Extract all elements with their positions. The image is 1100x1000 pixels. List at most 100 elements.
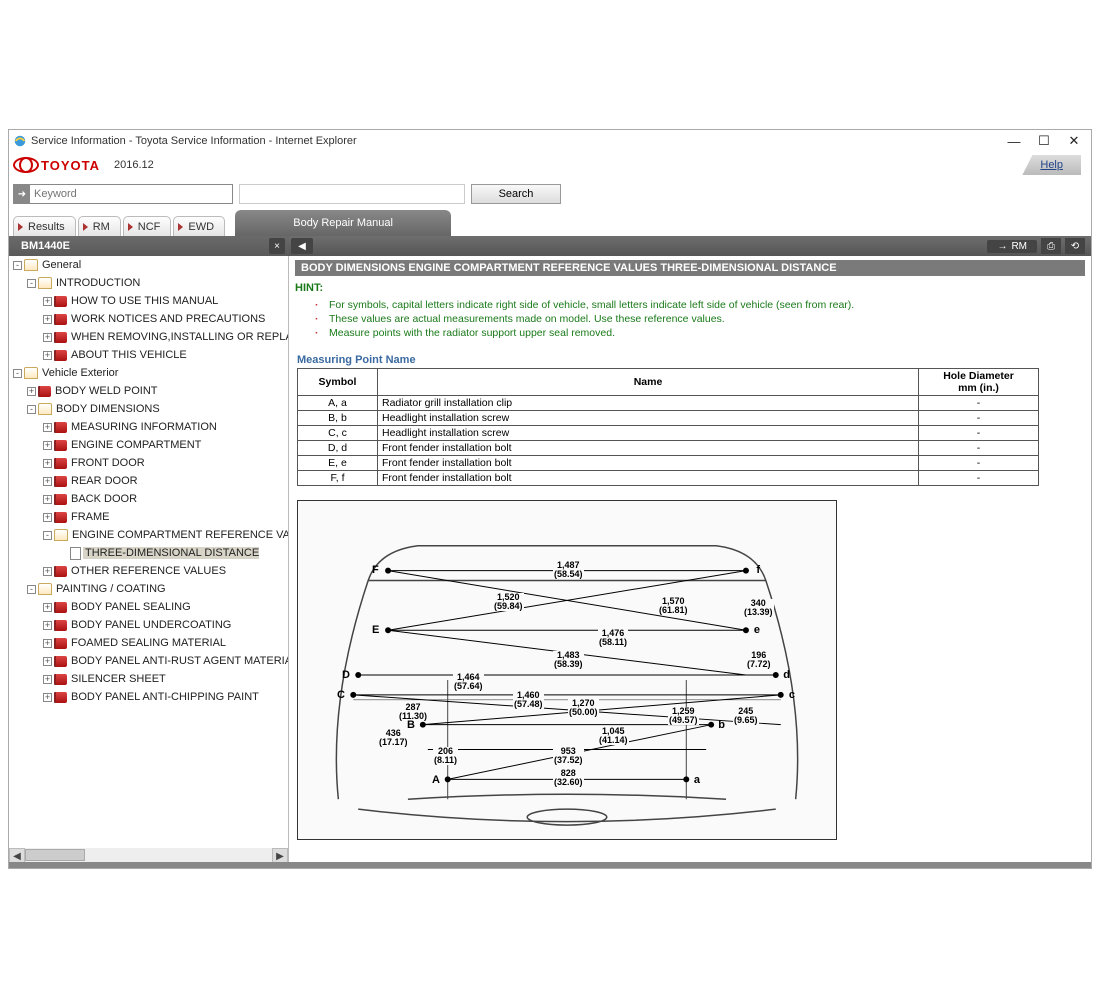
tree-item[interactable]: + WHEN REMOVING,INSTALLING OR REPLACING … — [9, 329, 288, 345]
tree-item[interactable]: - Vehicle Exterior — [9, 365, 288, 381]
tree-item[interactable]: - PAINTING / COATING — [9, 581, 288, 597]
diagram-point-label: e — [754, 624, 760, 636]
tree-expand-icon[interactable]: + — [43, 315, 52, 324]
tree-item[interactable]: + BODY PANEL ANTI-RUST AGENT MATERIAL — [9, 653, 288, 669]
nav-tree[interactable]: - General - INTRODUCTION + HOW TO USE TH… — [9, 256, 289, 864]
tree-item[interactable]: + MEASURING INFORMATION — [9, 419, 288, 435]
tree-expand-icon[interactable]: - — [13, 261, 22, 270]
search-button[interactable]: Search — [471, 184, 561, 204]
book-closed-icon — [54, 494, 67, 505]
tab-ewd[interactable]: EWD — [173, 216, 225, 236]
tree-expand-icon[interactable]: + — [43, 423, 52, 432]
tree-item[interactable]: + BACK DOOR — [9, 491, 288, 507]
tree-item[interactable]: - BODY DIMENSIONS — [9, 401, 288, 417]
hint-label: HINT: — [289, 282, 1091, 298]
dimension-label: 436(17.17) — [378, 729, 409, 747]
search-go-icon[interactable]: ➜ — [14, 185, 30, 203]
dimension-label: 196(7.72) — [746, 651, 772, 669]
tree-expand-icon[interactable]: + — [43, 513, 52, 522]
tree-expand-icon[interactable]: + — [43, 441, 52, 450]
tree-item[interactable]: + ENGINE COMPARTMENT — [9, 437, 288, 453]
tree-item-label: BODY DIMENSIONS — [54, 403, 160, 415]
tree-item[interactable]: - ENGINE COMPARTMENT REFERENCE VALUES — [9, 527, 288, 543]
tree-item[interactable]: + ABOUT THIS VEHICLE — [9, 347, 288, 363]
tree-item[interactable]: + BODY PANEL SEALING — [9, 599, 288, 615]
tab-ncf[interactable]: NCF — [123, 216, 172, 236]
tree-close-button[interactable]: × — [269, 238, 285, 254]
tree-item[interactable]: + OTHER REFERENCE VALUES — [9, 563, 288, 579]
tree-expand-icon[interactable]: - — [27, 405, 36, 414]
tree-item[interactable]: + SILENCER SHEET — [9, 671, 288, 687]
tree-expand-icon[interactable]: + — [43, 459, 52, 468]
tab-results[interactable]: Results — [13, 216, 76, 236]
tree-expand-icon[interactable]: + — [43, 567, 52, 576]
tree-expand-icon[interactable]: + — [43, 351, 52, 360]
book-closed-icon — [54, 476, 67, 487]
tree-item-label: PAINTING / COATING — [54, 583, 166, 595]
dimension-label: 1,520(59.84) — [493, 593, 524, 611]
book-closed-icon — [54, 350, 67, 361]
window-close[interactable]: ✕ — [1059, 130, 1089, 152]
tree-item[interactable]: + BODY PANEL UNDERCOATING — [9, 617, 288, 633]
diagram-point-label: f — [756, 564, 760, 576]
tree-item[interactable]: - INTRODUCTION — [9, 275, 288, 291]
tree-item-label: FOAMED SEALING MATERIAL — [69, 637, 226, 649]
diagram-point-label: C — [337, 689, 345, 701]
tree-expand-icon[interactable]: + — [43, 333, 52, 342]
expand-icon[interactable]: ⟲ — [1065, 238, 1085, 254]
search-input-2[interactable] — [239, 184, 465, 204]
dimension-label: 1,460(57.48) — [513, 691, 544, 709]
tree-item-label: ENGINE COMPARTMENT — [69, 439, 201, 451]
nav-back-button[interactable]: ◀ — [291, 238, 313, 254]
tree-item[interactable]: + BODY WELD POINT — [9, 383, 288, 399]
tab-rm[interactable]: RM — [78, 216, 121, 236]
tree-item[interactable]: + FRONT DOOR — [9, 455, 288, 471]
tree-expand-icon[interactable]: + — [43, 621, 52, 630]
search-input[interactable] — [30, 188, 232, 200]
tree-item-label: SILENCER SHEET — [69, 673, 166, 685]
tree-item[interactable]: + FOAMED SEALING MATERIAL — [9, 635, 288, 651]
tree-expand-icon[interactable]: - — [27, 585, 36, 594]
tree-expand-icon[interactable]: - — [13, 369, 22, 378]
tree-expand-icon[interactable]: + — [43, 297, 52, 306]
tree-item[interactable]: + REAR DOOR — [9, 473, 288, 489]
dimension-label: 1,259(49.57) — [668, 707, 699, 725]
tab-body-repair-manual[interactable]: Body Repair Manual — [235, 210, 451, 236]
tree-expand-icon[interactable]: + — [43, 603, 52, 612]
book-open-icon — [54, 529, 68, 541]
tree-item[interactable]: + FRAME — [9, 509, 288, 525]
tree-expand-icon[interactable]: + — [43, 477, 52, 486]
tree-expand-icon[interactable]: + — [43, 495, 52, 504]
tree-item[interactable]: THREE-DIMENSIONAL DISTANCE — [9, 545, 288, 561]
tree-expand-icon[interactable]: + — [27, 387, 36, 396]
tree-expand-icon[interactable]: - — [27, 279, 36, 288]
measuring-point-title: Measuring Point Name — [297, 354, 1091, 366]
book-closed-icon — [54, 638, 67, 649]
search-row: ➜ Search — [9, 178, 1091, 210]
tree-item[interactable]: + BODY PANEL ANTI-CHIPPING PAINT — [9, 689, 288, 705]
tree-item[interactable]: + WORK NOTICES AND PRECAUTIONS — [9, 311, 288, 327]
tree-expand-icon[interactable]: + — [43, 675, 52, 684]
tree-expand-icon[interactable]: + — [43, 693, 52, 702]
window-minimize[interactable]: — — [999, 130, 1029, 152]
book-closed-icon — [54, 440, 67, 451]
tree-item-label: ABOUT THIS VEHICLE — [69, 349, 187, 361]
window-maximize[interactable]: ☐ — [1029, 130, 1059, 152]
help-link[interactable]: Help — [1022, 155, 1081, 175]
diagram-point-label: c — [789, 689, 795, 701]
table-row: F, fFront fender installation bolt- — [298, 471, 1039, 486]
window-titlebar: Service Information - Toyota Service Inf… — [9, 130, 1091, 152]
book-open-icon — [38, 583, 52, 595]
rm-pill[interactable]: RM — [987, 240, 1037, 253]
tree-expand-icon[interactable]: - — [43, 531, 52, 540]
book-closed-icon — [54, 458, 67, 469]
content-pane[interactable]: BODY DIMENSIONS ENGINE COMPARTMENT REFER… — [289, 256, 1091, 864]
book-open-icon — [38, 403, 52, 415]
tree-expand-icon[interactable]: + — [43, 657, 52, 666]
tree-item[interactable]: + HOW TO USE THIS MANUAL — [9, 293, 288, 309]
tree-expand-icon[interactable]: + — [43, 639, 52, 648]
tree-item-label: Vehicle Exterior — [40, 367, 118, 379]
hint-item: Measure points with the radiator support… — [329, 326, 1091, 340]
tree-item[interactable]: - General — [9, 257, 288, 273]
print-icon[interactable]: ⎙ — [1041, 238, 1061, 254]
